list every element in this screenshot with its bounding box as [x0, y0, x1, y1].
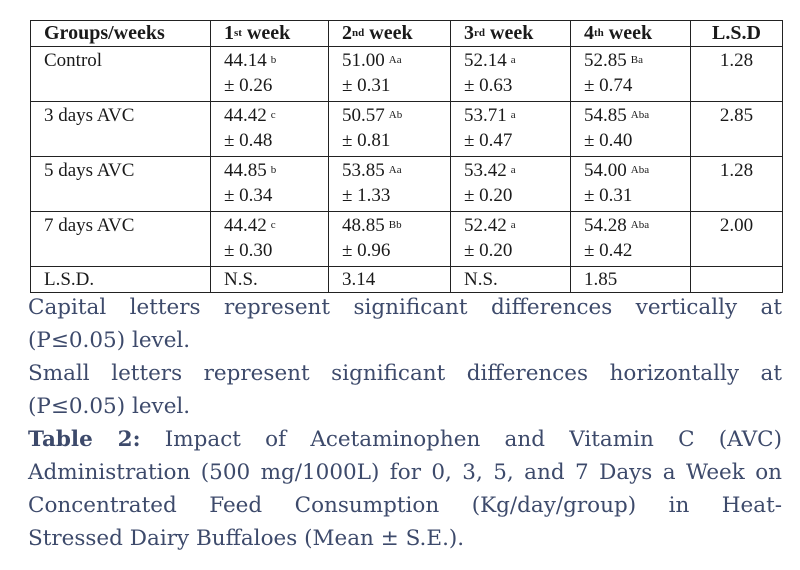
standard-error: ± 0.63	[464, 75, 513, 96]
standard-error: ± 0.42	[584, 240, 633, 261]
small-letters-note: Small letters represent significant diff…	[28, 361, 782, 419]
group-label: Control	[30, 46, 211, 102]
value-cell: 54.00 Aba ± 0.31	[570, 156, 691, 212]
header-groups-weeks: Groups/weeks	[30, 20, 211, 47]
table-row: 5 days AVC 44.85 b ± 0.34 53.85 Aa ± 1.33 53.42…	[30, 156, 783, 212]
standard-error: ± 0.74	[584, 75, 633, 96]
lsd-column-value: 1.85	[570, 266, 691, 293]
significance-letters: c	[270, 219, 276, 231]
value-cell: 51.00 Aa ± 0.31	[328, 46, 451, 102]
header-week-3: 3rd week	[450, 20, 571, 47]
mean-value: 54.00	[584, 160, 627, 181]
value-cell: 53.42 a ± 0.20	[450, 156, 571, 212]
lsd-column-value	[690, 266, 783, 293]
significance-letters: Aba	[630, 164, 650, 176]
value-cell: 44.42 c ± 0.30	[210, 211, 329, 267]
standard-error: ± 0.31	[342, 75, 391, 96]
mean-value: 44.42	[224, 215, 267, 236]
caption-label: Table 2:	[28, 427, 141, 452]
significance-letters: b	[270, 54, 277, 66]
table-caption: Table 2: Impact of Acetaminophen and Vit…	[28, 427, 782, 551]
significance-letters: Aba	[630, 219, 650, 231]
mean-value: 48.85	[342, 215, 385, 236]
standard-error: ± 0.47	[464, 130, 513, 151]
significance-letters: a	[510, 219, 516, 231]
standard-error: ± 0.26	[224, 75, 273, 96]
significance-letters: Bb	[388, 219, 402, 231]
row-lsd-value: 1.28	[690, 156, 783, 212]
lsd-column-value: 3.14	[328, 266, 451, 293]
lsd-column-value: N.S.	[450, 266, 571, 293]
standard-error: ± 0.34	[224, 185, 273, 206]
standard-error: ± 0.81	[342, 130, 391, 151]
mean-value: 51.00	[342, 50, 385, 71]
value-cell: 54.28 Aba ± 0.42	[570, 211, 691, 267]
row-lsd-value: 2.85	[690, 101, 783, 157]
significance-letters: Ba	[630, 54, 643, 66]
value-cell: 53.85 Aa ± 1.33	[328, 156, 451, 212]
value-cell: 52.14 a ± 0.63	[450, 46, 571, 102]
standard-error: ± 0.96	[342, 240, 391, 261]
value-cell: 44.14 b ± 0.26	[210, 46, 329, 102]
mean-value: 53.42	[464, 160, 507, 181]
value-cell: 48.85 Bb ± 0.96	[328, 211, 451, 267]
mean-value: 52.85	[584, 50, 627, 71]
standard-error: ± 1.33	[342, 185, 391, 206]
value-cell: 44.85 b ± 0.34	[210, 156, 329, 212]
mean-value: 54.28	[584, 215, 627, 236]
lsd-row-label: L.S.D.	[30, 266, 211, 293]
mean-value: 52.14	[464, 50, 507, 71]
value-cell: 50.57 Ab ± 0.81	[328, 101, 451, 157]
header-lsd: L.S.D	[690, 20, 783, 47]
header-week-4: 4th week	[570, 20, 691, 47]
significance-letters: Ab	[388, 109, 403, 121]
significance-letters: c	[270, 109, 276, 121]
value-cell: 44.42 c ± 0.48	[210, 101, 329, 157]
significance-letters: Aa	[388, 164, 402, 176]
significance-letters: Aa	[388, 54, 402, 66]
significance-letters: Aba	[630, 109, 650, 121]
lsd-column-value: N.S.	[210, 266, 329, 293]
row-lsd-value: 1.28	[690, 46, 783, 102]
significance-letters: b	[270, 164, 277, 176]
row-lsd-value: 2.00	[690, 211, 783, 267]
significance-letters: a	[510, 164, 516, 176]
table-header-row: Groups/weeks 1st week 2nd week 3rd week …	[30, 20, 783, 47]
standard-error: ± 0.48	[224, 130, 273, 151]
lsd-summary-row: L.S.D. N.S. 3.14 N.S. 1.85	[30, 266, 783, 293]
table-row: 7 days AVC 44.42 c ± 0.30 48.85 Bb ± 0.96 52.42…	[30, 211, 783, 267]
consumption-table: Groups/weeks 1st week 2nd week 3rd week …	[30, 20, 783, 293]
standard-error: ± 0.20	[464, 240, 513, 261]
header-week-2: 2nd week	[328, 20, 451, 47]
group-label: 3 days AVC	[30, 101, 211, 157]
mean-value: 44.42	[224, 105, 267, 126]
value-cell: 53.71 a ± 0.47	[450, 101, 571, 157]
significance-letters: a	[510, 109, 516, 121]
standard-error: ± 0.20	[464, 185, 513, 206]
mean-value: 44.14	[224, 50, 267, 71]
header-week-1: 1st week	[210, 20, 329, 47]
data-table-container: Groups/weeks 1st week 2nd week 3rd week …	[30, 20, 783, 293]
mean-value: 53.71	[464, 105, 507, 126]
group-label: 5 days AVC	[30, 156, 211, 212]
table-row: 3 days AVC 44.42 c ± 0.48 50.57 Ab ± 0.81 53.71…	[30, 101, 783, 157]
value-cell: 54.85 Aba ± 0.40	[570, 101, 691, 157]
standard-error: ± 0.30	[224, 240, 273, 261]
standard-error: ± 0.40	[584, 130, 633, 151]
group-label: 7 days AVC	[30, 211, 211, 267]
capital-letters-note: Capital letters represent significant di…	[28, 295, 782, 353]
mean-value: 54.85	[584, 105, 627, 126]
table-row: Control 44.14 b ± 0.26 51.00 Aa ± 0.31 52.14 a ± …	[30, 46, 783, 102]
mean-value: 52.42	[464, 215, 507, 236]
table-notes: Capital letters represent significant di…	[28, 291, 782, 555]
significance-letters: a	[510, 54, 516, 66]
mean-value: 50.57	[342, 105, 385, 126]
value-cell: 52.42 a ± 0.20	[450, 211, 571, 267]
value-cell: 52.85 Ba ± 0.74	[570, 46, 691, 102]
mean-value: 44.85	[224, 160, 267, 181]
standard-error: ± 0.31	[584, 185, 633, 206]
mean-value: 53.85	[342, 160, 385, 181]
